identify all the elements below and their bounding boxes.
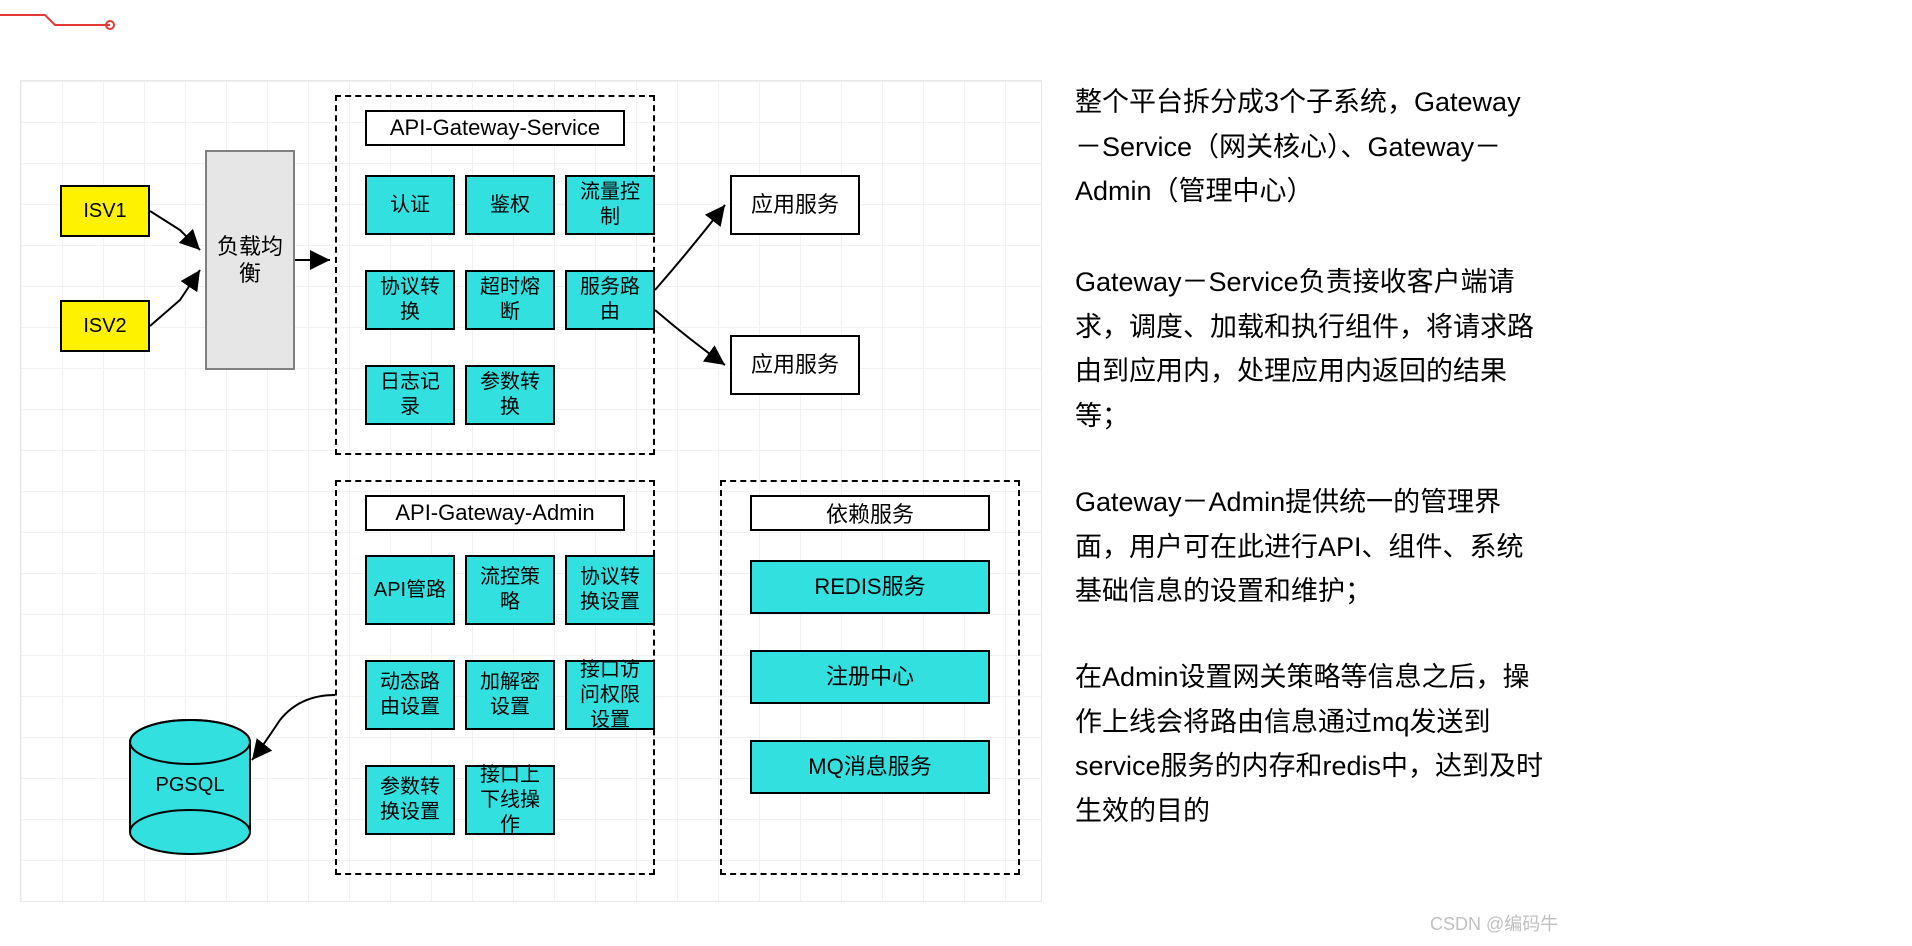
- module-param: 参数转换: [465, 365, 555, 425]
- title-label: API-Gateway-Service: [390, 115, 600, 141]
- corner-decoration: [0, 0, 120, 40]
- module-param-set: 参数转换设置: [365, 765, 455, 835]
- watermark: CSDN @编码牛: [1430, 910, 1558, 936]
- module-route: 服务路由: [565, 270, 655, 330]
- db-label-box: PGSQL: [130, 765, 250, 805]
- node-label: ISV2: [83, 314, 126, 339]
- module-authz: 鉴权: [465, 175, 555, 235]
- module-crypto: 加解密设置: [465, 660, 555, 730]
- node-label: ISV1: [83, 199, 126, 224]
- module-label: 协议转换设置: [571, 565, 649, 615]
- node-app-service-1: 应用服务: [730, 175, 860, 235]
- module-protocol: 协议转换: [365, 270, 455, 330]
- module-label: 接口访问权限设置: [571, 658, 649, 733]
- dep-registry: 注册中心: [750, 650, 990, 704]
- module-online-offline: 接口上下线操作: [465, 765, 555, 835]
- paragraph-1: 整个平台拆分成3个子系统，Gateway－Service（网关核心）、Gatew…: [1075, 80, 1535, 214]
- db-label: PGSQL: [156, 773, 225, 798]
- module-auth: 认证: [365, 175, 455, 235]
- node-label: 应用服务: [751, 351, 839, 379]
- module-flow-policy: 流控策略: [465, 555, 555, 625]
- module-access-perm: 接口访问权限设置: [565, 660, 655, 730]
- module-flow-control: 流量控制: [565, 175, 655, 235]
- module-label: API管路: [374, 578, 446, 603]
- title-label: 依赖服务: [826, 497, 914, 529]
- node-app-service-2: 应用服务: [730, 335, 860, 395]
- node-label: 负载均衡: [215, 233, 285, 288]
- module-label: 流量控制: [571, 180, 649, 230]
- module-label: 接口上下线操作: [471, 763, 549, 838]
- module-label: 认证: [390, 193, 430, 218]
- paragraph-2: Gateway－Service负责接收客户端请求，调度、加载和执行组件，将请求路…: [1075, 260, 1535, 438]
- dep-label: MQ消息服务: [808, 753, 931, 781]
- title-gateway-admin: API-Gateway-Admin: [365, 495, 625, 531]
- node-label: 应用服务: [751, 191, 839, 219]
- module-label: 流控策略: [471, 565, 549, 615]
- dep-label: 注册中心: [826, 663, 914, 691]
- module-log: 日志记录: [365, 365, 455, 425]
- module-api-route: API管路: [365, 555, 455, 625]
- module-protocol-set: 协议转换设置: [565, 555, 655, 625]
- node-load-balancer: 负载均衡: [205, 150, 295, 370]
- node-isv1: ISV1: [60, 185, 150, 237]
- module-label: 加解密设置: [471, 670, 549, 720]
- module-dynamic-route: 动态路由设置: [365, 660, 455, 730]
- paragraph-3: Gateway－Admin提供统一的管理界面，用户可在此进行API、组件、系统基…: [1075, 480, 1545, 614]
- dep-label: REDIS服务: [814, 573, 925, 601]
- dep-mq: MQ消息服务: [750, 740, 990, 794]
- module-timeout: 超时熔断: [465, 270, 555, 330]
- title-gateway-service: API-Gateway-Service: [365, 110, 625, 146]
- dep-redis: REDIS服务: [750, 560, 990, 614]
- module-label: 参数转换设置: [371, 775, 449, 825]
- module-label: 协议转换: [371, 275, 449, 325]
- module-label: 参数转换: [471, 370, 549, 420]
- title-label: API-Gateway-Admin: [395, 500, 594, 526]
- module-label: 鉴权: [490, 193, 530, 218]
- module-label: 动态路由设置: [371, 670, 449, 720]
- module-label: 服务路由: [571, 275, 649, 325]
- paragraph-4: 在Admin设置网关策略等信息之后，操作上线会将路由信息通过mq发送到servi…: [1075, 655, 1545, 833]
- module-label: 日志记录: [371, 370, 449, 420]
- title-dependencies: 依赖服务: [750, 495, 990, 531]
- node-isv2: ISV2: [60, 300, 150, 352]
- module-label: 超时熔断: [471, 275, 549, 325]
